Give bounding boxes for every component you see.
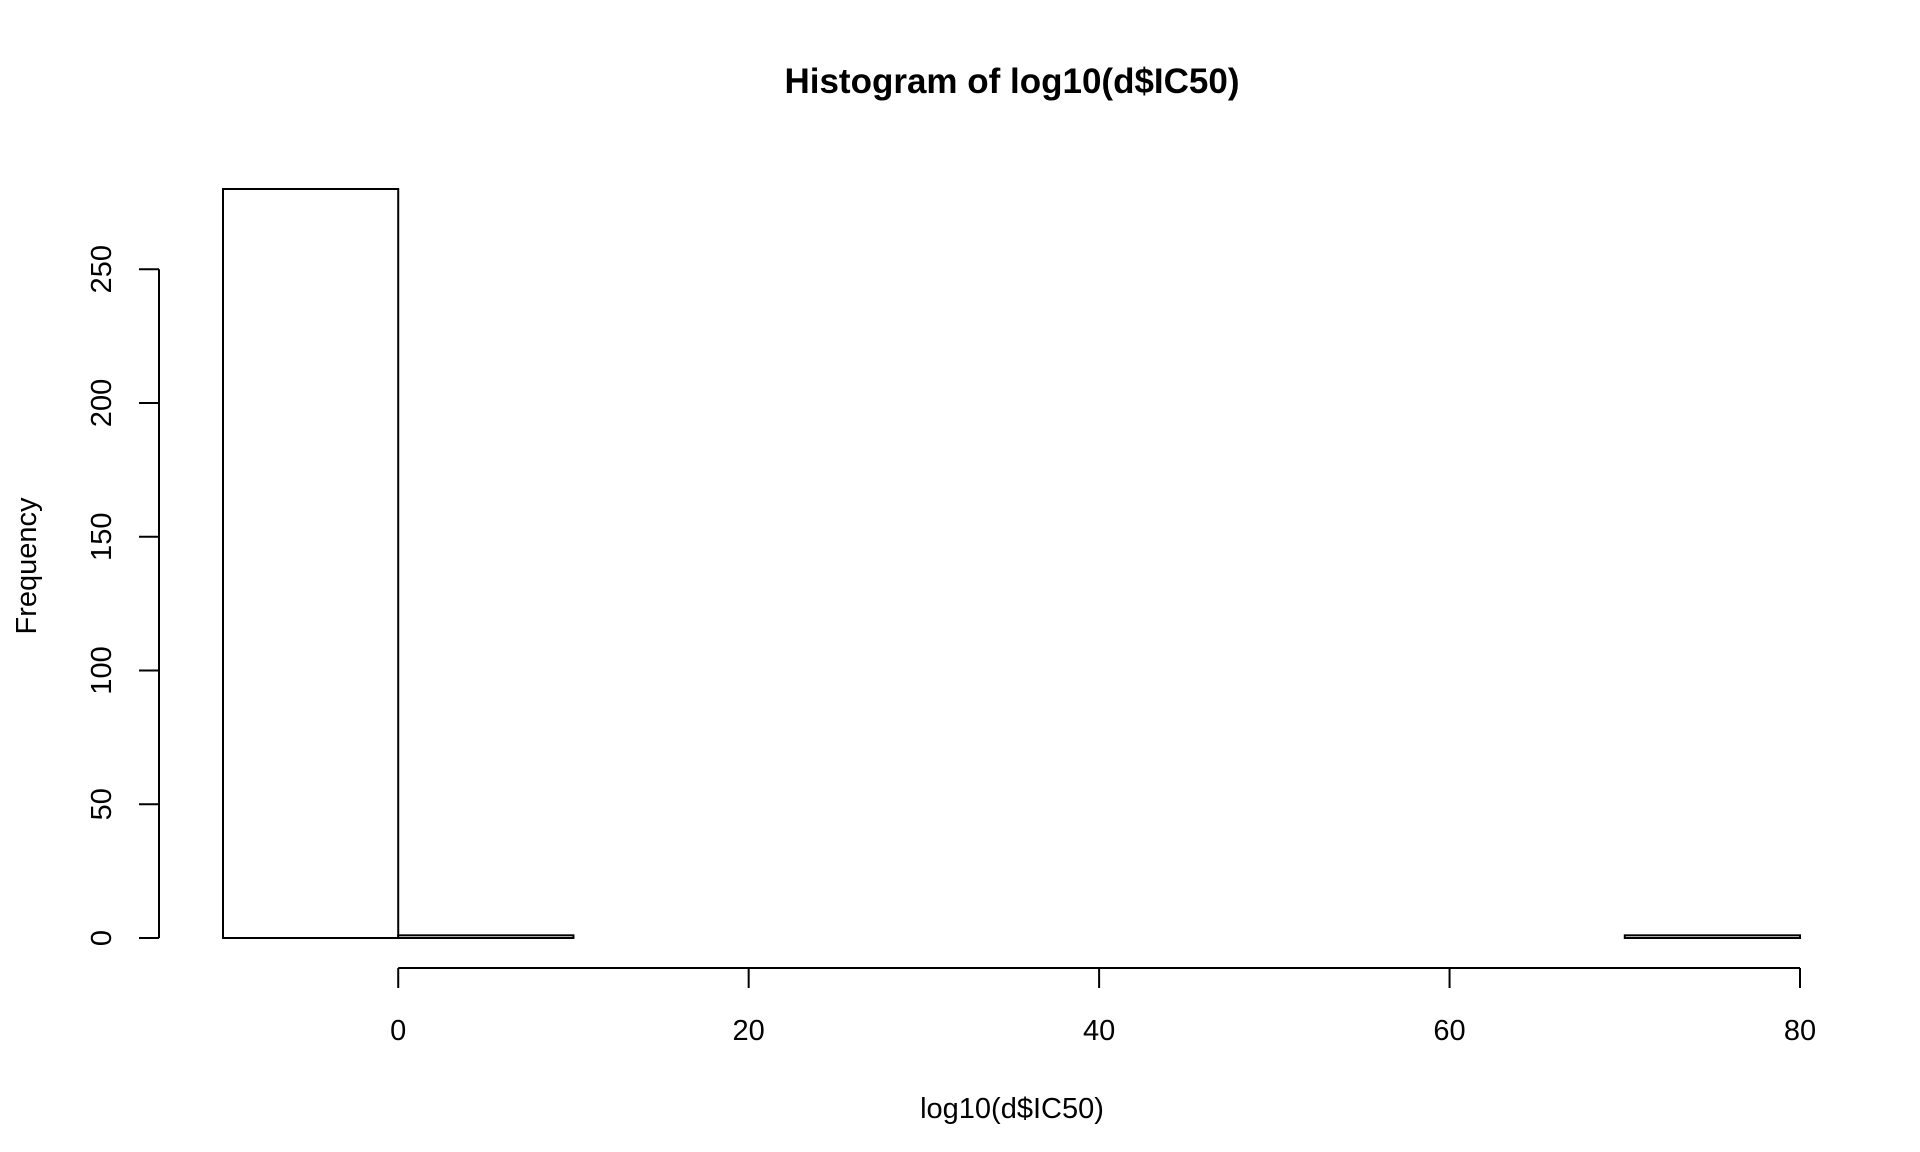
y-tick-label-0: 0 (86, 930, 118, 946)
y-axis-label: Frequency (11, 497, 43, 635)
y-tick-label-150: 150 (86, 513, 118, 561)
x-tick-label-40: 40 (1083, 1015, 1115, 1047)
y-tick-label-200: 200 (86, 379, 118, 427)
x-axis-label: log10(d$IC50) (920, 1093, 1104, 1125)
y-tick-label-100: 100 (86, 646, 118, 694)
y-tick-label-250: 250 (86, 245, 118, 293)
histogram-bar-8 (1623, 934, 1802, 940)
x-tick-label-80: 80 (1784, 1015, 1816, 1047)
histogram-bar-1 (397, 934, 575, 940)
chart-title: Histogram of log10(d$IC50) (784, 62, 1239, 101)
y-tick-label-50: 50 (86, 788, 118, 820)
y-axis: 0 50 100 150 200 250 (86, 245, 160, 946)
histogram-bars (222, 188, 1802, 940)
x-tick-label-60: 60 (1433, 1015, 1465, 1047)
x-axis: 0 20 40 60 80 (390, 967, 1816, 1047)
histogram-bar-0 (222, 188, 400, 939)
x-tick-label-20: 20 (733, 1015, 765, 1047)
x-tick-label-0: 0 (390, 1015, 406, 1047)
